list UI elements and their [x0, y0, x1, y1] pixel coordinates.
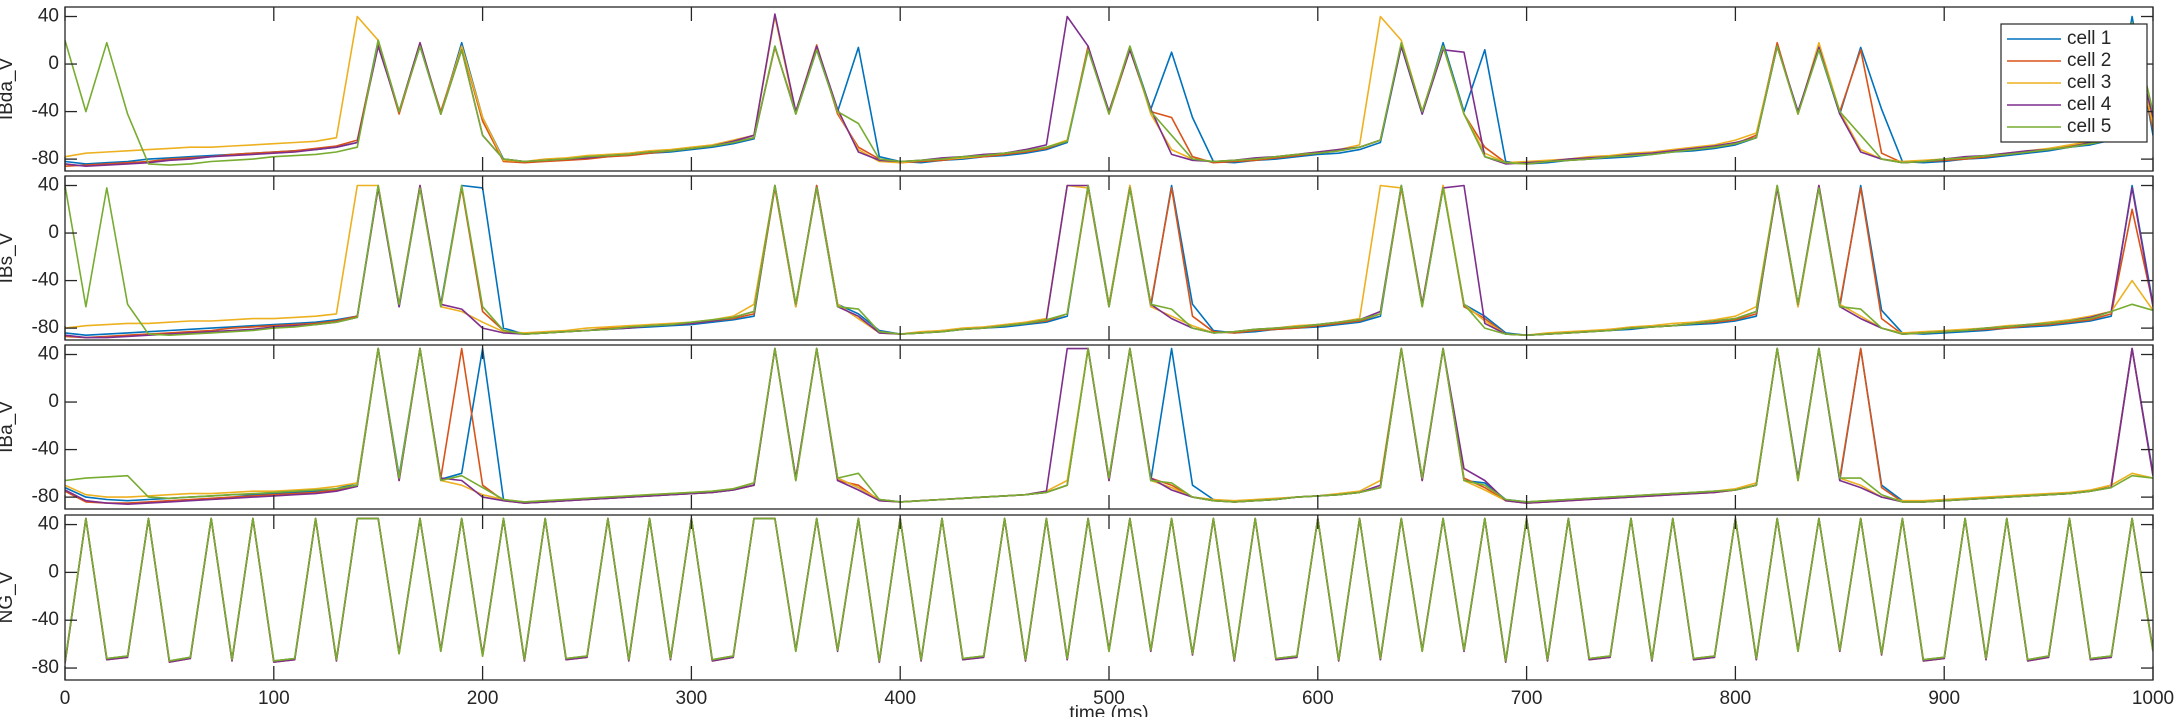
y-tick-label: -80 [32, 657, 59, 678]
series-line [65, 13, 2153, 167]
y-tick-label: 40 [38, 344, 59, 365]
series-line [65, 517, 2153, 664]
series-line [65, 517, 2153, 663]
x-tick-label: 400 [884, 688, 916, 709]
series-line [65, 15, 2153, 165]
series-line [65, 184, 2153, 339]
series-line [65, 517, 2153, 664]
legend-label: cell 4 [2067, 94, 2112, 115]
y-axis-label: NG_V [0, 571, 17, 623]
series-line [65, 347, 2153, 503]
x-tick-label: 900 [1928, 688, 1960, 709]
y-tick-label: -80 [32, 148, 59, 169]
series-line [65, 347, 2153, 505]
y-axis-label: IBa_V [0, 401, 17, 453]
y-tick-label: 0 [48, 391, 59, 412]
x-tick-label: 100 [258, 688, 290, 709]
y-tick-label: -40 [32, 101, 59, 122]
y-tick-label: 40 [38, 6, 59, 27]
series-line [65, 184, 2153, 336]
y-tick-label: 0 [48, 53, 59, 74]
series-line [65, 517, 2153, 663]
y-tick-label: 0 [48, 561, 59, 582]
legend-label: cell 5 [2067, 116, 2111, 137]
x-axis-label: time (ms) [1069, 703, 1148, 717]
y-tick-label: -40 [32, 439, 59, 460]
legend-label: cell 1 [2067, 28, 2111, 49]
x-tick-label: 200 [467, 688, 499, 709]
y-tick-label: 40 [38, 514, 59, 535]
axes-box [64, 175, 2154, 341]
x-tick-label: 500 [1093, 688, 1125, 709]
plot-area [65, 347, 2153, 505]
x-tick-label: 300 [676, 688, 708, 709]
x-tick-label: 0 [60, 688, 71, 709]
x-tick-label: 600 [1302, 688, 1334, 709]
x-tick-label: 700 [1511, 688, 1543, 709]
series-line [65, 184, 2153, 339]
x-tick-label: 1000 [2132, 688, 2174, 709]
y-tick-label: -80 [32, 486, 59, 507]
plot-area [65, 13, 2153, 167]
series-line [65, 15, 2153, 164]
series-line [65, 21, 2153, 166]
y-axis-label: IBs_V [0, 232, 17, 283]
plot-area [65, 517, 2153, 664]
axes-box [64, 344, 2154, 510]
y-tick-label: 0 [48, 222, 59, 243]
axes-box [64, 6, 2154, 172]
y-tick-label: -80 [32, 317, 59, 338]
y-axis-label: IBda_V [0, 58, 17, 121]
series-line [65, 184, 2153, 336]
series-line [65, 184, 2153, 336]
y-tick-label: -40 [32, 270, 59, 291]
x-tick-label: 800 [1720, 688, 1752, 709]
axes-box [64, 514, 2154, 681]
legend-label: cell 2 [2067, 50, 2111, 71]
y-tick-label: 40 [38, 175, 59, 196]
plot-area [65, 184, 2153, 339]
legend-label: cell 3 [2067, 72, 2111, 93]
y-tick-label: -40 [32, 609, 59, 630]
series-line [65, 517, 2153, 663]
